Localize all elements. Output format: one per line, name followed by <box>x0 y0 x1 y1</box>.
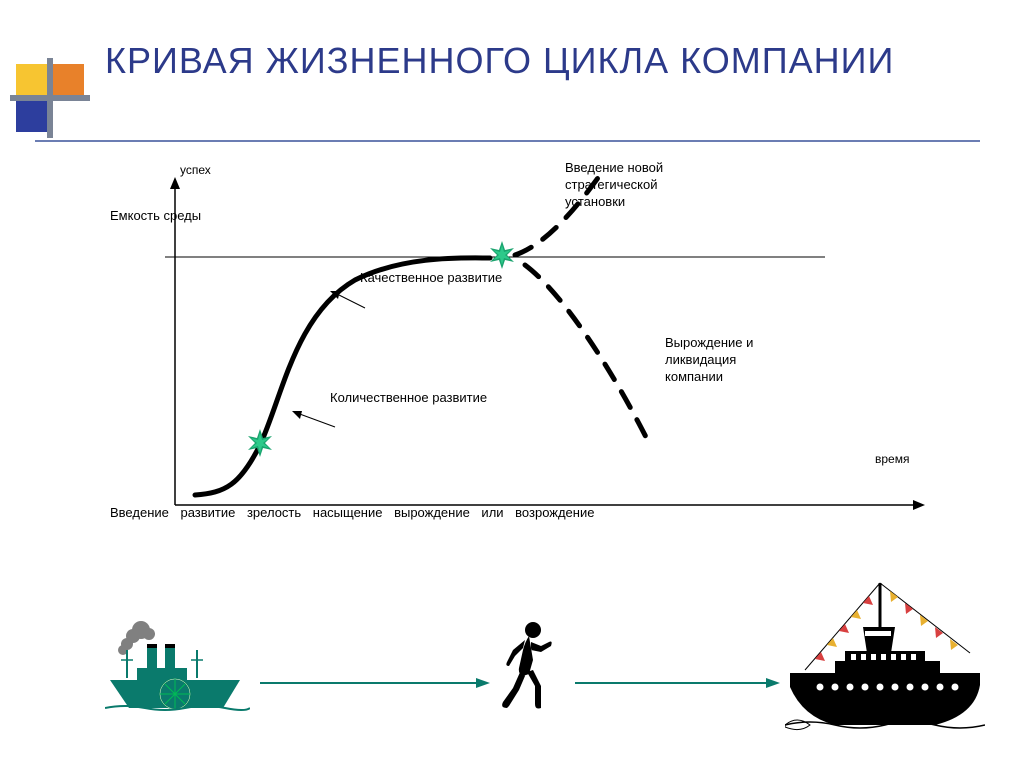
x-axis-label: время <box>875 452 909 466</box>
bottom-illustration-row <box>95 590 955 740</box>
quality-label: Качественное развитие <box>360 270 502 287</box>
arrow-1 <box>260 676 490 694</box>
modern-ship-icon <box>785 575 985 750</box>
capacity-label: Емкость среды <box>110 208 201 225</box>
slide-root: КРИВАЯ ЖИЗНЕННОГО ЦИКЛА КОМПАНИИ <box>0 0 1024 767</box>
stages-label: Введение развитие зрелость насыщение выр… <box>110 505 594 522</box>
y-axis-label: успех <box>180 163 211 177</box>
slide-logo <box>10 58 90 143</box>
old-ship-icon <box>105 620 250 730</box>
new-strategy-label: Введение новой стратегической установки <box>565 160 663 211</box>
quantity-label: Количественное развитие <box>330 390 487 407</box>
runner-icon <box>495 620 560 720</box>
degeneration-label: Вырождение и ликвидация компании <box>665 335 753 386</box>
arrow-2 <box>575 676 780 694</box>
title-underline <box>35 140 980 142</box>
lifecycle-chart: успех время Емкость среды Качественное р… <box>135 165 915 525</box>
slide-title: КРИВАЯ ЖИЗНЕННОГО ЦИКЛА КОМПАНИИ <box>105 40 894 82</box>
